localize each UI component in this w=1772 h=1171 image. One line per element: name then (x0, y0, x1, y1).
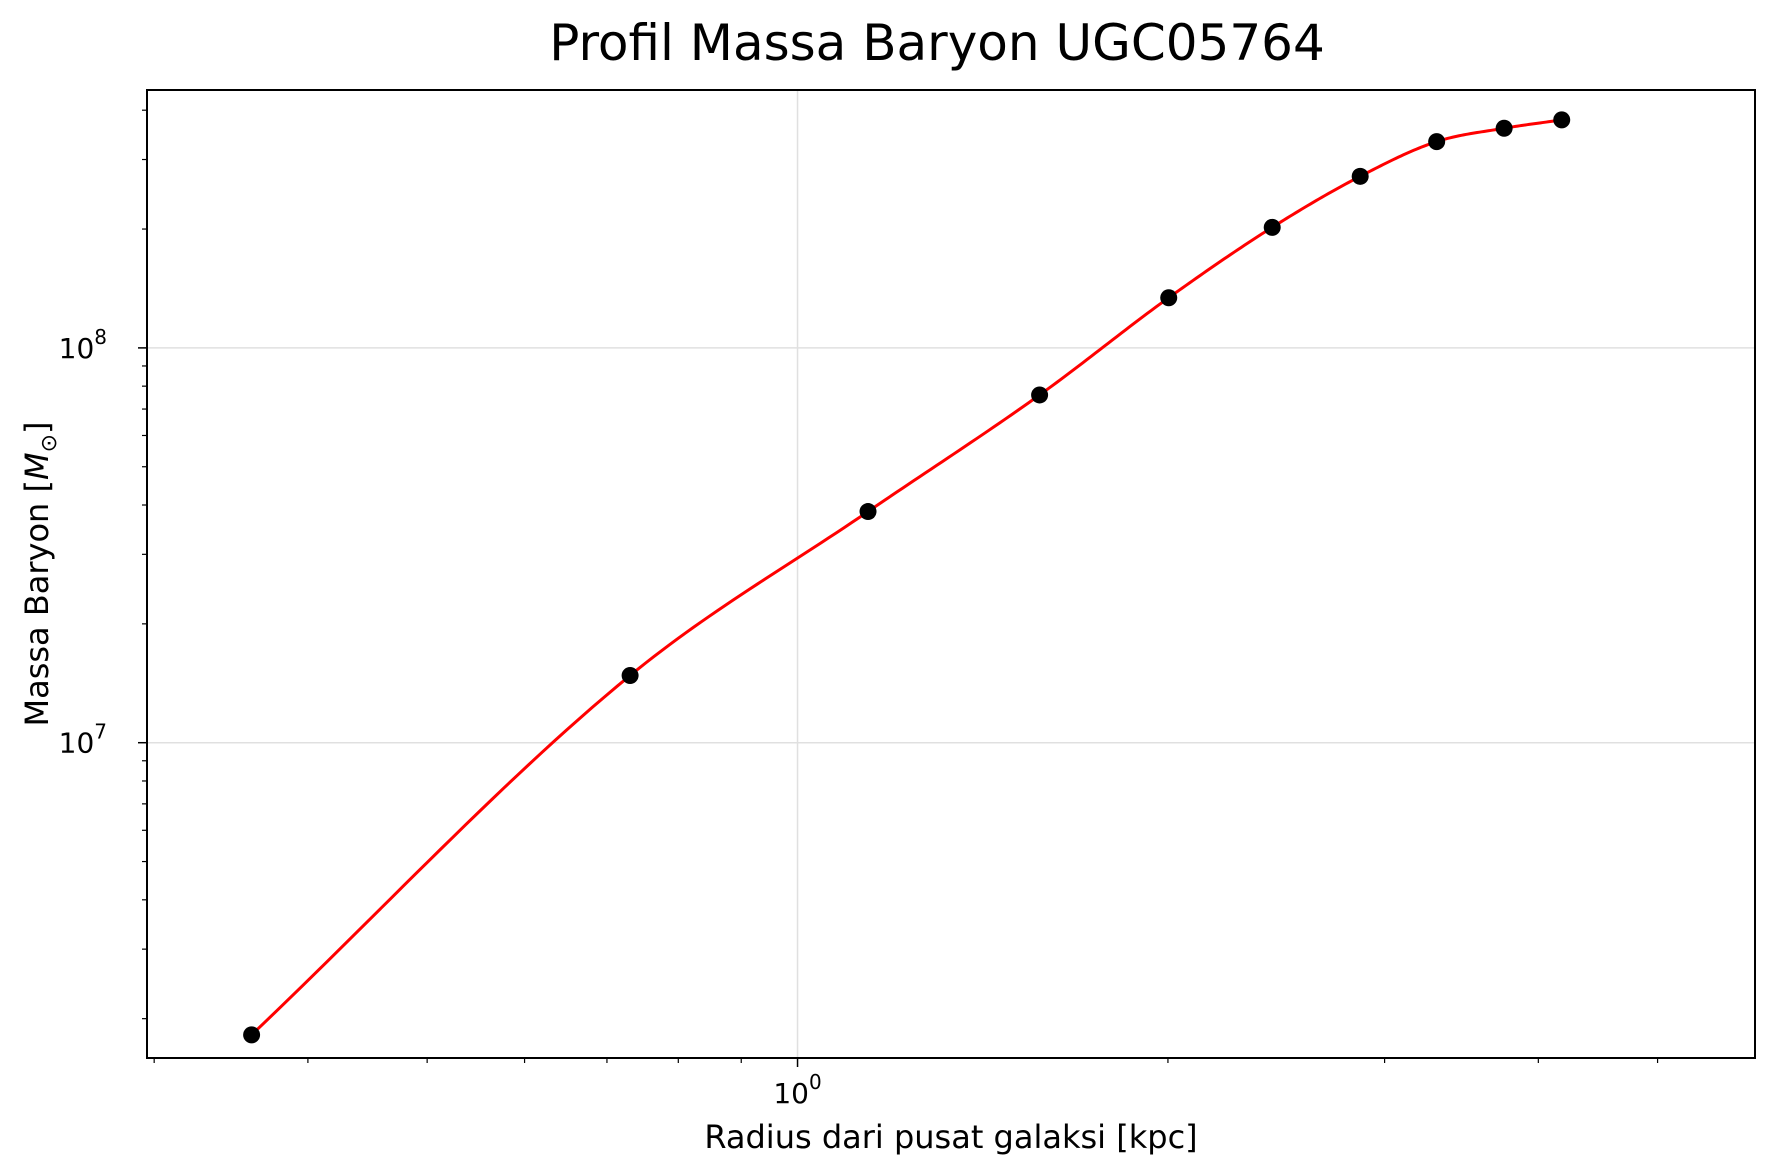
data-point (1031, 386, 1049, 404)
x-axis-label: Radius dari pusat galaksi [kpc] (704, 1118, 1197, 1156)
y-axis-label-close: ] (18, 421, 56, 433)
data-series (243, 111, 1571, 1044)
y-tick-label-exponent: 8 (94, 325, 107, 349)
data-point (1553, 111, 1571, 129)
chart-title: Profil Massa Baryon UGC05764 (549, 14, 1325, 72)
plot-frame (146, 89, 1756, 1059)
data-point (1351, 167, 1369, 185)
y-tick-label: 107 (59, 720, 107, 760)
data-point (1263, 218, 1281, 236)
y-axis-label-text: Massa Baryon [ (18, 480, 56, 727)
data-point (243, 1026, 261, 1044)
y-axis-label-symbol: M (18, 452, 56, 480)
x-tick-label-base: 10 (773, 1077, 809, 1110)
x-tick-label: 100 (773, 1070, 821, 1110)
x-tick-label-exponent: 0 (809, 1070, 822, 1094)
y-tick-label-exponent: 7 (94, 720, 107, 744)
grid (147, 90, 1755, 1058)
data-point (621, 666, 639, 684)
y-axis-label-subscript: ⊙ (37, 434, 62, 452)
data-point (859, 503, 877, 521)
y-tick-label-base: 10 (59, 332, 95, 365)
y-tick-label: 108 (59, 325, 107, 365)
y-axis-label: Massa Baryon [M⊙] (18, 421, 62, 726)
data-point (1160, 289, 1178, 307)
data-point (1428, 133, 1446, 151)
fit-line (250, 118, 1562, 1036)
y-tick-label-base: 10 (59, 727, 95, 760)
data-point (1495, 119, 1513, 137)
